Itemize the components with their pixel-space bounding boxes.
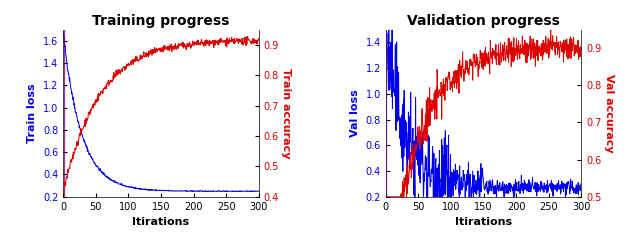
X-axis label: Itirations: Itirations [133, 217, 190, 227]
Title: Validation progress: Validation progress [407, 14, 560, 28]
Y-axis label: Val accuracy: Val accuracy [604, 74, 614, 153]
Y-axis label: Train loss: Train loss [27, 83, 37, 143]
Y-axis label: Train accuracy: Train accuracy [281, 68, 291, 158]
Title: Training progress: Training progress [92, 14, 229, 28]
Y-axis label: Val loss: Val loss [350, 89, 360, 137]
X-axis label: Itirations: Itirations [455, 217, 512, 227]
